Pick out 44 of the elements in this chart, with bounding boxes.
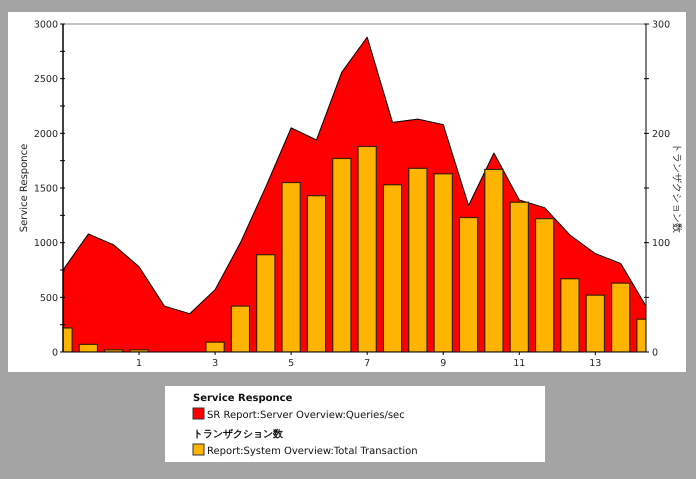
x-tick-label: 1 <box>136 358 142 369</box>
x-tick-label: 11 <box>513 358 526 369</box>
x-tick-label: 5 <box>288 358 294 369</box>
y-tick-label: 1500 <box>34 184 58 194</box>
bar <box>332 158 352 352</box>
text: トランザクション数 <box>193 429 283 440</box>
y2-axis-title: トランザクション数 <box>671 143 682 233</box>
bar <box>205 342 225 352</box>
y2-tick-label: 100 <box>652 238 670 250</box>
bar <box>357 146 377 352</box>
bar <box>281 182 301 352</box>
bar <box>129 349 149 352</box>
bar <box>434 173 453 352</box>
bar <box>78 344 98 352</box>
bar <box>306 195 326 352</box>
y2-tick-label: 300 <box>652 20 670 30</box>
x-tick-label: 3 <box>212 358 218 369</box>
x-tick-label: 7 <box>364 358 370 369</box>
y-tick-label: 1000 <box>34 238 58 250</box>
y2-tick-label: 200 <box>652 128 670 140</box>
x-tick-label: 13 <box>589 358 602 369</box>
y-tick-label: 2000 <box>34 128 58 140</box>
bar <box>256 254 276 352</box>
y-tick-label: 0 <box>52 348 58 358</box>
text: Service Responce <box>193 393 292 404</box>
x-tick-label: 9 <box>440 358 446 369</box>
y-axis-title: Service Responce <box>19 144 30 232</box>
bar <box>534 218 554 352</box>
bar <box>382 184 402 352</box>
bar <box>484 168 504 352</box>
bar <box>560 278 580 352</box>
bar <box>586 294 606 352</box>
y2-tick-label: 0 <box>652 348 658 358</box>
legend-label: SR Report:Server Overview:Queries/sec <box>207 410 405 421</box>
bar <box>458 216 478 352</box>
y-tick-label: 500 <box>40 292 58 304</box>
legend-label: Report:System Overview:Total Transaction <box>207 446 418 457</box>
bar <box>104 349 124 352</box>
bar <box>408 168 428 352</box>
y-tick-label: 3000 <box>34 20 58 30</box>
bar <box>510 202 529 352</box>
bar <box>610 282 630 352</box>
bar <box>230 305 250 352</box>
y-tick-label: 2500 <box>34 74 58 86</box>
